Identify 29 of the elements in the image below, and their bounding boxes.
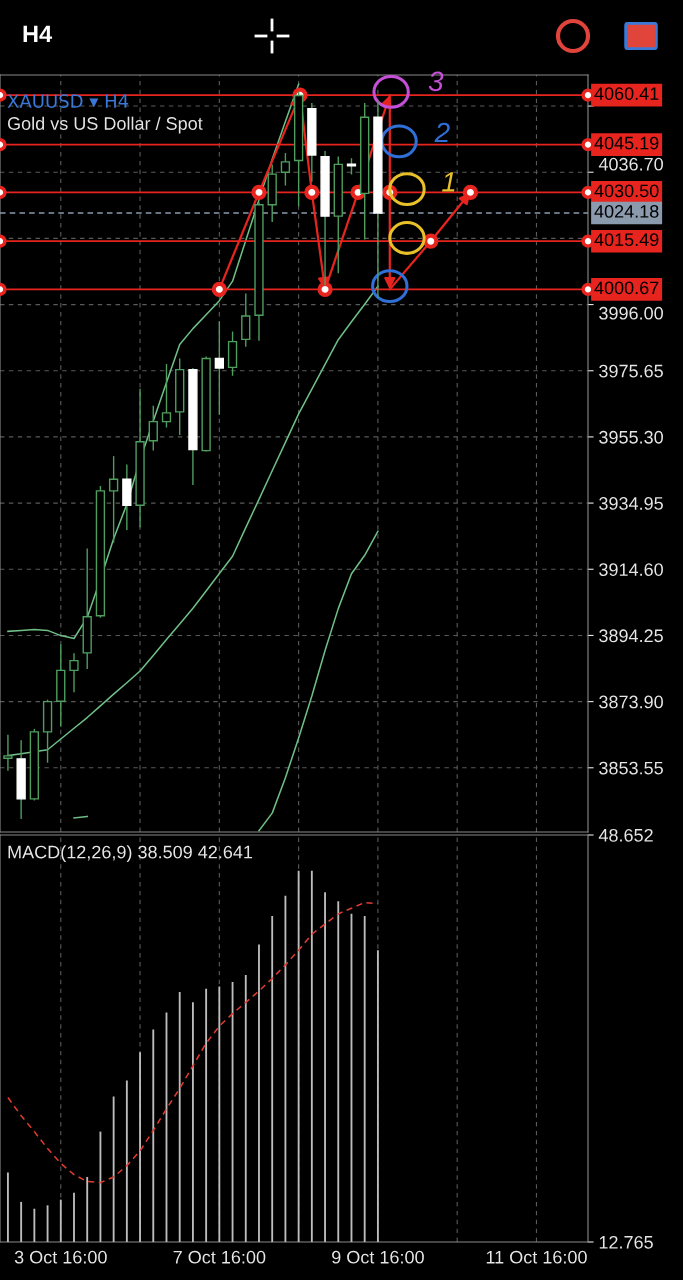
- annotation: 2: [434, 122, 450, 143]
- x-tick-label: 3 Oct 16:00: [14, 1250, 107, 1264]
- y-tick-label: 12.765: [599, 1235, 653, 1249]
- y-tick-label: 3934.95: [599, 497, 663, 510]
- ref-line-label: 4045.19: [594, 136, 659, 150]
- y-tick-label: 3853.55: [599, 761, 663, 775]
- y-tick-label: 3873.90: [599, 695, 663, 709]
- annotation: 3: [428, 71, 444, 92]
- y-tick-label: 3914.60: [599, 563, 663, 576]
- x-tick-label: 11 Oct 16:00: [486, 1250, 587, 1264]
- text: XAUUSD ▾ H4: [7, 94, 129, 108]
- y-tick-label: 3996.00: [599, 306, 663, 320]
- y-tick-label: 4036.70: [598, 157, 663, 171]
- y-tick-label: 48.652: [598, 828, 653, 842]
- ref-line-label: 4015.49: [594, 233, 659, 247]
- line-series: [7, 901, 379, 1184]
- annotation: 1: [442, 172, 455, 192]
- ref-line-label: 4030.50: [594, 184, 659, 198]
- text: MACD(12,26,9) 38.509 42.641: [8, 845, 253, 862]
- y-tick-label: 3975.65: [599, 364, 663, 378]
- ref-line-label: 4000.67: [594, 281, 659, 295]
- ref-line-label: 4024.18: [594, 205, 659, 218]
- ref-line-label: 4060.41: [594, 87, 659, 100]
- text: Gold vs US Dollar / Spot: [7, 116, 203, 134]
- x-tick-label: 7 Oct 16:00: [173, 1250, 266, 1264]
- x-tick-label: 9 Oct 16:00: [332, 1250, 424, 1264]
- y-tick-label: 3955.30: [599, 430, 663, 444]
- y-tick-label: 3894.25: [599, 629, 663, 643]
- text: H4: [23, 25, 53, 43]
